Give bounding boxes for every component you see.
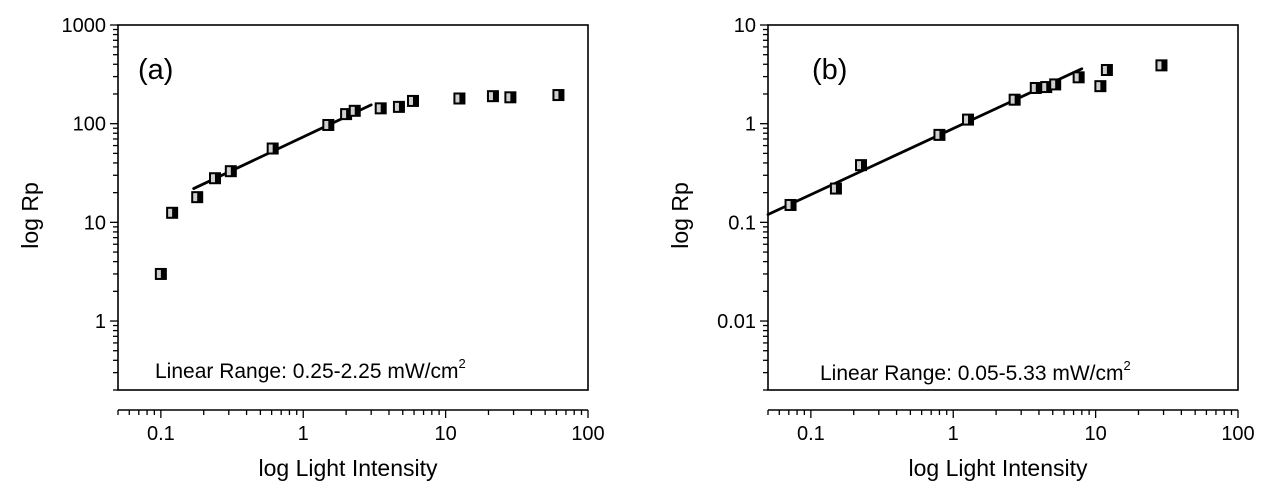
plot-frame (117, 24, 589, 391)
x-tick-label: 10 (1084, 423, 1106, 445)
data-point-highlight (168, 208, 173, 217)
data-point (224, 165, 237, 178)
data-point-highlight (376, 104, 381, 113)
x-tick-label: 10 (434, 423, 456, 445)
x-tick-label: 100 (571, 423, 604, 445)
y-tick-label: 100 (73, 114, 106, 136)
data-point-highlight (1157, 61, 1162, 70)
linear-range-text: Linear Range: 0.05-5.33 mW/cm (820, 362, 1123, 385)
panel-label: (a) (138, 54, 173, 86)
linear-range-note: Linear Range: 0.05-5.33 mW/cm2 (820, 358, 1131, 385)
data-point (154, 267, 167, 280)
data-point (392, 100, 405, 113)
plot-frame (767, 24, 1239, 391)
data-point-highlight (455, 94, 460, 103)
data-point (208, 172, 221, 185)
data-point-highlight (1074, 73, 1079, 82)
x-tick-label: 0.1 (797, 423, 825, 445)
data-point-highlight (1042, 83, 1047, 92)
data-point (933, 128, 946, 141)
x-tick-label: 0.1 (147, 423, 175, 445)
linear-range-superscript: 2 (1123, 358, 1130, 373)
x-axis-title: log Light Intensity (258, 455, 438, 481)
linear-range-superscript: 2 (458, 356, 465, 371)
y-tick-label: 10 (734, 15, 756, 37)
data-point (406, 94, 419, 107)
data-point (486, 90, 499, 103)
y-tick-label: 1 (95, 311, 106, 333)
chart-panel-b: 0.1 1 10 100 0.01 0.1 1 10 log Light Intensity lo… (667, 15, 1255, 481)
x-axis-title: log Light Intensity (908, 455, 1088, 481)
data-point-highlight (1102, 65, 1107, 74)
x-tick-label: 1 (298, 423, 309, 445)
y-axis-title: log Rp (667, 182, 693, 248)
data-point-highlight (156, 269, 161, 278)
data-point (166, 206, 179, 219)
data-point-highlight (964, 115, 969, 124)
data-point-highlight (506, 93, 511, 102)
data-point (1008, 93, 1021, 106)
data-point (1094, 80, 1107, 93)
data-point (1100, 63, 1113, 76)
data-point-highlight (1096, 82, 1101, 91)
data-point-highlight (408, 96, 413, 105)
y-tick-label: 0.1 (728, 212, 756, 234)
data-point-highlight (226, 167, 231, 176)
data-point-highlight (935, 130, 940, 139)
data-point (453, 92, 466, 105)
y-tick-label: 1 (745, 114, 756, 136)
data-point (1049, 78, 1062, 91)
data-point-highlight (786, 200, 791, 209)
data-point-highlight (210, 174, 215, 183)
data-point-highlight (350, 106, 355, 115)
y-axis-title: log Rp (17, 182, 43, 248)
data-point (552, 89, 565, 102)
data-point-highlight (554, 91, 559, 100)
data-point (374, 102, 387, 115)
data-point-highlight (1031, 83, 1036, 92)
data-point-highlight (1010, 95, 1015, 104)
linear-range-note: Linear Range: 0.25-2.25 mW/cm2 (155, 356, 466, 383)
data-point (1072, 71, 1085, 84)
data-point-highlight (1051, 80, 1056, 89)
fit-line (766, 67, 1084, 216)
data-point (784, 198, 797, 211)
data-point-highlight (488, 92, 493, 101)
linear-range-text: Linear Range: 0.25-2.25 mW/cm (155, 360, 458, 383)
data-point (322, 118, 335, 131)
data-point (191, 191, 204, 204)
data-point-highlight (193, 193, 198, 202)
y-tick-label: 0.01 (717, 311, 756, 333)
y-tick-label: 1000 (62, 15, 107, 37)
panel-label: (b) (812, 54, 847, 86)
data-point (962, 113, 975, 126)
data-point (855, 159, 868, 172)
data-point-highlight (857, 161, 862, 170)
data-point-highlight (831, 184, 836, 193)
x-tick-label: 100 (1221, 423, 1254, 445)
data-point (1155, 59, 1168, 72)
data-point (1029, 81, 1042, 94)
x-tick-label: 1 (948, 423, 959, 445)
data-point-highlight (342, 110, 347, 119)
data-point (504, 91, 517, 104)
data-point (266, 142, 279, 155)
data-point-highlight (394, 102, 399, 111)
data-point-highlight (324, 120, 329, 129)
y-tick-label: 10 (84, 212, 106, 234)
data-point-highlight (268, 144, 273, 153)
data-point (829, 182, 842, 195)
chart-panel-a: 0.1 1 10 100 1 10 100 1000 log Light Intensity lo… (17, 15, 605, 481)
data-point (348, 104, 361, 117)
